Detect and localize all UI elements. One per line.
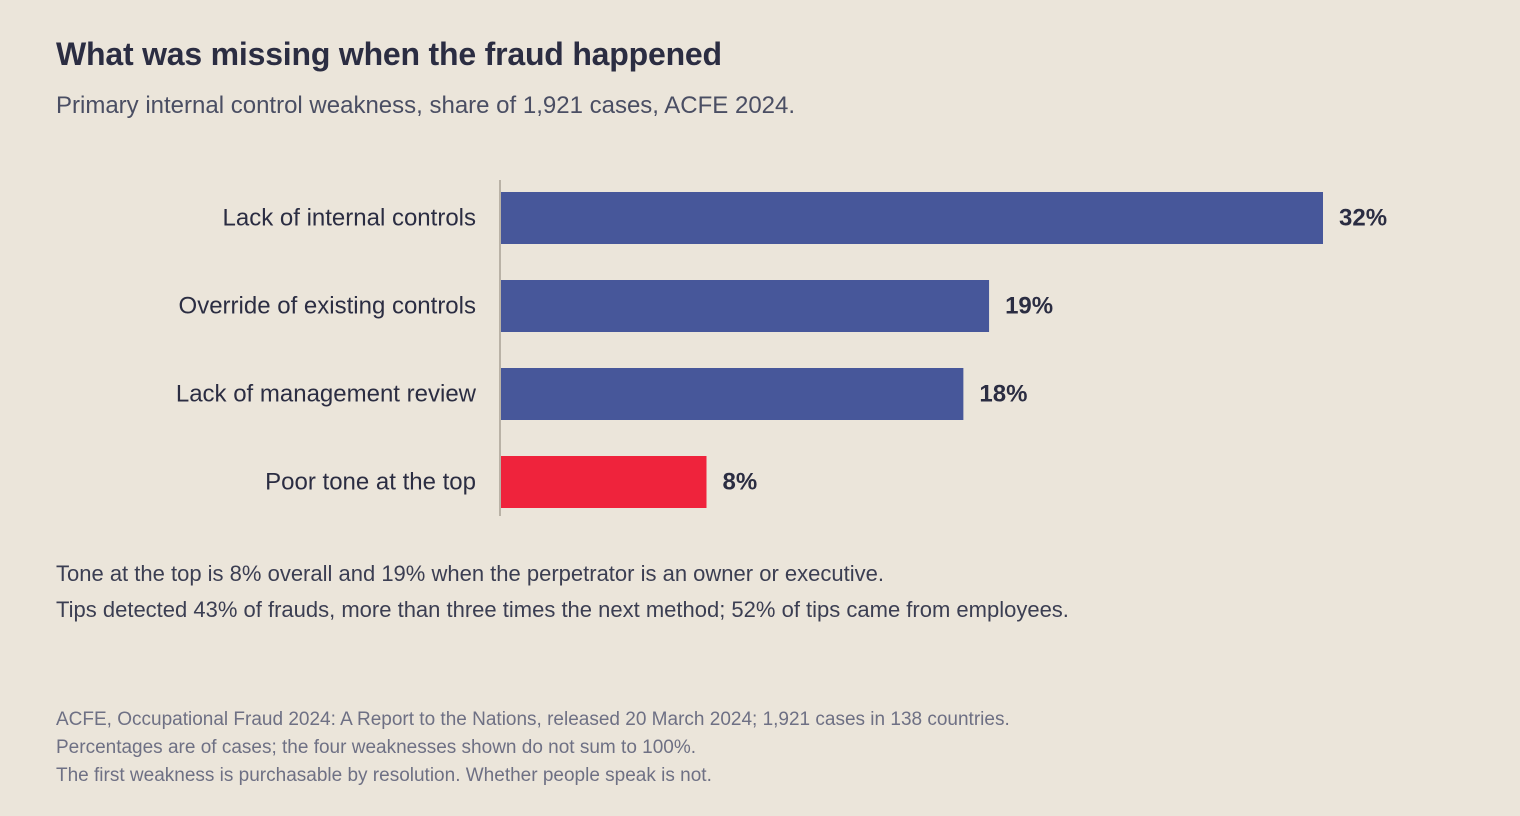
- category-label-poor-tone-at-the-top: Poor tone at the top: [265, 469, 476, 496]
- value-label-lack-of-management-review: 18%: [979, 381, 1027, 408]
- bar-chart: Lack of internal controls 32% Override of …: [0, 170, 1520, 530]
- chart-notes: Tone at the top is 8% overall and 19% wh…: [56, 556, 1069, 628]
- note-tone-at-top: Tone at the top is 8% overall and 19% wh…: [56, 561, 884, 586]
- bar-override-of-existing-controls: [501, 280, 990, 332]
- value-label-poor-tone-at-the-top: 8%: [723, 469, 758, 496]
- value-label-override-of-existing-controls: 19%: [1005, 293, 1053, 320]
- source-notes: ACFE, Occupational Fraud 2024: A Report …: [56, 706, 1010, 790]
- chart-title: What was missing when the fraud happened: [56, 36, 722, 72]
- bar-poor-tone-at-the-top: [501, 456, 707, 508]
- bar-chart-svg: Lack of internal controls 32% Override of …: [176, 180, 1387, 516]
- category-label-lack-of-management-review: Lack of management review: [176, 381, 477, 408]
- note-tips-detection: Tips detected 43% of frauds, more than t…: [56, 597, 1069, 622]
- bar-lack-of-internal-controls: [501, 192, 1323, 244]
- category-label-override-of-existing-controls: Override of existing controls: [179, 293, 476, 320]
- value-label-lack-of-internal-controls: 32%: [1339, 205, 1387, 232]
- category-label-lack-of-internal-controls: Lack of internal controls: [223, 205, 476, 232]
- source-closing-remark: The first weakness is purchasable by res…: [56, 765, 712, 786]
- source-percentage-note: Percentages are of cases; the four weakn…: [56, 737, 697, 758]
- source-citation: ACFE, Occupational Fraud 2024: A Report …: [56, 709, 1010, 730]
- chart-subtitle: Primary internal control weakness, share…: [56, 92, 796, 119]
- bar-lack-of-management-review: [501, 368, 964, 420]
